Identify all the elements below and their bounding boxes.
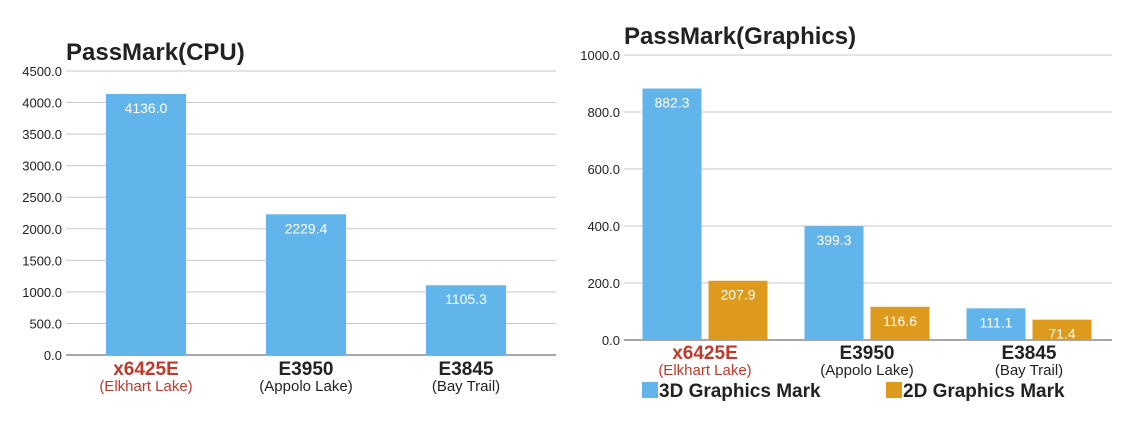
- category-label: x6425E: [113, 359, 179, 380]
- bar: [1032, 319, 1092, 340]
- y-tick-label: 3000.0: [22, 159, 62, 174]
- bar: [106, 93, 186, 355]
- bar: [708, 280, 768, 340]
- category-labels: x6425E(Elkhart Lake) E3950(Appolo Lake) E3…: [658, 343, 1063, 379]
- category-sublabel: (Elkhart Lake): [99, 378, 192, 395]
- y-tick-label: 600.0: [587, 162, 620, 177]
- graphics-chart: PassMark(Graphics) 0.0 200.0 400.0 600.0 800…: [580, 23, 1112, 402]
- data-label: 399.3: [816, 232, 851, 248]
- data-label: 111.1: [980, 314, 1013, 330]
- bar: [870, 306, 930, 340]
- category-label: E3845: [1002, 343, 1057, 364]
- category-sublabel: (Bay Trail): [995, 362, 1063, 379]
- legend-swatch: [886, 382, 902, 398]
- y-tick-label: 1000.0: [22, 285, 62, 300]
- chart-title: PassMark(Graphics): [624, 23, 856, 50]
- chart-title: PassMark(CPU): [66, 39, 245, 66]
- category-sublabel: (Appolo Lake): [820, 362, 913, 379]
- y-tick-labels: 0.0 500.0 1000.0 1500.0 2000.0 2500.0 3000.0 35…: [22, 64, 62, 363]
- bar: [642, 88, 702, 341]
- y-tick-label: 4000.0: [22, 96, 62, 111]
- category-label: E3950: [840, 343, 895, 364]
- y-tick-label: 4500.0: [22, 64, 62, 79]
- y-tick-label: 0.0: [44, 348, 62, 363]
- category-label: E3845: [439, 359, 494, 380]
- category-sublabel: (Appolo Lake): [259, 378, 352, 395]
- bars: [106, 93, 506, 355]
- legend: 3D Graphics Mark 2D Graphics Mark: [642, 381, 1065, 402]
- y-tick-label: 200.0: [587, 276, 620, 291]
- cpu-chart: PassMark(CPU) 0.0 500.0 1000.0 1500.0 2000.0…: [22, 39, 556, 395]
- y-tick-label: 2000.0: [22, 222, 62, 237]
- legend-label: 3D Graphics Mark: [659, 381, 821, 402]
- y-tick-label: 400.0: [587, 219, 620, 234]
- y-gridlines: [624, 54, 1112, 341]
- data-label: 2229.4: [285, 220, 328, 236]
- data-label: 4136.0: [125, 100, 168, 116]
- bar: [266, 214, 346, 355]
- category-labels: x6425E(Elkhart Lake) E3950(Appolo Lake) E3…: [99, 359, 500, 395]
- data-label: 71.4: [1048, 326, 1075, 342]
- data-label: 116.6: [883, 313, 917, 329]
- y-tick-label: 3500.0: [22, 127, 62, 142]
- y-tick-label: 500.0: [29, 316, 62, 331]
- legend-swatch: [642, 382, 658, 398]
- category-label: x6425E: [672, 343, 738, 364]
- legend-label: 2D Graphics Mark: [903, 381, 1065, 402]
- y-tick-label: 800.0: [587, 105, 620, 120]
- bar: [804, 226, 864, 340]
- bar: [426, 285, 506, 355]
- y-tick-label: 1000.0: [580, 48, 620, 63]
- bar: [966, 308, 1026, 340]
- y-tick-label: 1500.0: [22, 253, 62, 268]
- data-labels: 4136.0 2229.4 1105.3: [125, 100, 488, 307]
- category-sublabel: (Bay Trail): [432, 378, 500, 395]
- bars: [642, 88, 1092, 341]
- data-label: 207.9: [720, 287, 755, 303]
- y-tick-label: 2500.0: [22, 190, 62, 205]
- data-label: 882.3: [654, 95, 689, 111]
- category-sublabel: (Elkhart Lake): [658, 362, 751, 379]
- data-label: 1105.3: [445, 291, 487, 307]
- category-label: E3950: [279, 359, 334, 380]
- y-tick-label: 0.0: [602, 333, 620, 348]
- data-labels: 882.3 207.9 399.3 116.6 111.1 71.4: [654, 95, 1075, 342]
- y-tick-labels: 0.0 200.0 400.0 600.0 800.0 1000.0: [580, 48, 620, 348]
